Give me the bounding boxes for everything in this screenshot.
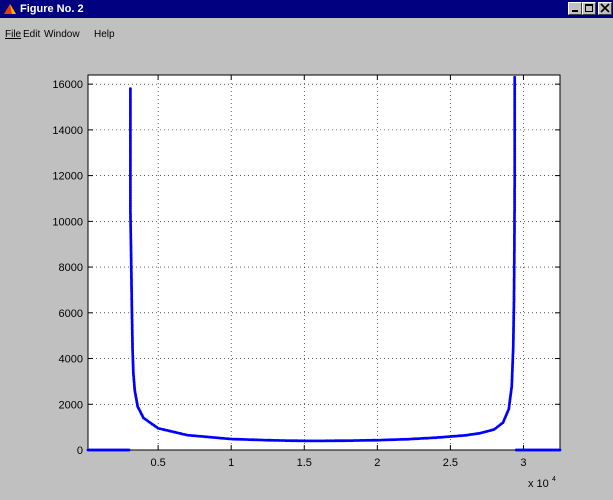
x-exponent-label: x 10 [528, 478, 549, 490]
maximize-button[interactable] [582, 2, 596, 15]
x-tick-label: 3 [520, 457, 526, 469]
x-tick-label: 1.5 [297, 457, 312, 469]
series-points [86, 75, 562, 452]
maximize-icon [585, 4, 593, 12]
menu-edit-label: Edit [23, 29, 41, 40]
axes-background [87, 74, 561, 451]
y-tick-label: 12000 [52, 171, 83, 183]
data-point [513, 75, 517, 79]
minimize-icon [572, 10, 578, 12]
menu-file-label: File [5, 29, 22, 40]
menu-window-label: Window [44, 29, 80, 40]
minimize-button[interactable] [568, 2, 582, 15]
y-tick-label: 14000 [52, 125, 83, 137]
matlab-icon [4, 4, 16, 14]
figure-canvas: 0.5 1 1.5 2 2.5 3 0 2000 4000 6000 8000 10000 12000 1… [0, 40, 613, 500]
close-button[interactable] [598, 2, 612, 15]
x-tick-label: 2.5 [443, 457, 458, 469]
title-bar[interactable]: Figure No. 2 [0, 0, 613, 18]
menu-file[interactable]: File [5, 30, 21, 40]
y-tick-label: 10000 [52, 216, 83, 228]
menu-help-label: Help [94, 29, 115, 40]
y-tick-label: 8000 [59, 262, 83, 274]
y-tick-label: 6000 [59, 308, 83, 320]
y-tick-label: 2000 [59, 399, 83, 411]
x-tick-label: 1 [228, 457, 234, 469]
y-tick-label: 16000 [52, 79, 83, 91]
x-tick-label: 0.5 [150, 457, 165, 469]
menu-bar: File Edit Window Help [0, 18, 613, 40]
data-point [127, 448, 131, 452]
x-exponent-superscript: 4 [552, 476, 556, 483]
close-icon [600, 3, 610, 13]
menu-window[interactable]: Window [44, 30, 80, 40]
y-tick-label: 4000 [59, 354, 83, 366]
y-tick-label: 0 [77, 445, 83, 457]
menu-help[interactable]: Help [94, 30, 115, 40]
x-tick-label: 2 [374, 457, 380, 469]
scatter-plot[interactable]: 0.5 1 1.5 2 2.5 3 0 2000 4000 6000 8000 10000 12000 1… [0, 40, 613, 500]
window-title: Figure No. 2 [20, 3, 84, 15]
data-point [558, 448, 562, 452]
menu-edit[interactable]: Edit [23, 30, 40, 40]
